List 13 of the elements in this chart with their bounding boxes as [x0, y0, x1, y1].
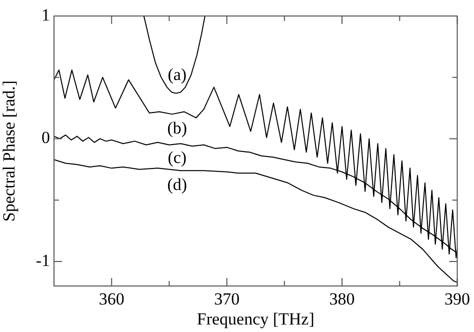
series-label: (b) [167, 118, 188, 138]
x-axis-title: Frequency [THz] [196, 309, 314, 328]
x-tick-label: 380 [329, 290, 355, 309]
x-tick-label: 360 [98, 290, 124, 309]
y-tick-label: -1 [36, 250, 50, 270]
series-label: (c) [168, 148, 187, 168]
y-axis-title: Spectral Phase [rad.] [0, 80, 19, 222]
series-label: (a) [168, 64, 187, 84]
y-tick-label: 1 [42, 5, 50, 24]
x-tick-label: 370 [214, 290, 240, 309]
y-tick-label: 0 [42, 128, 50, 148]
x-tick-label: 390 [444, 290, 470, 309]
series-label: (d) [167, 175, 188, 194]
